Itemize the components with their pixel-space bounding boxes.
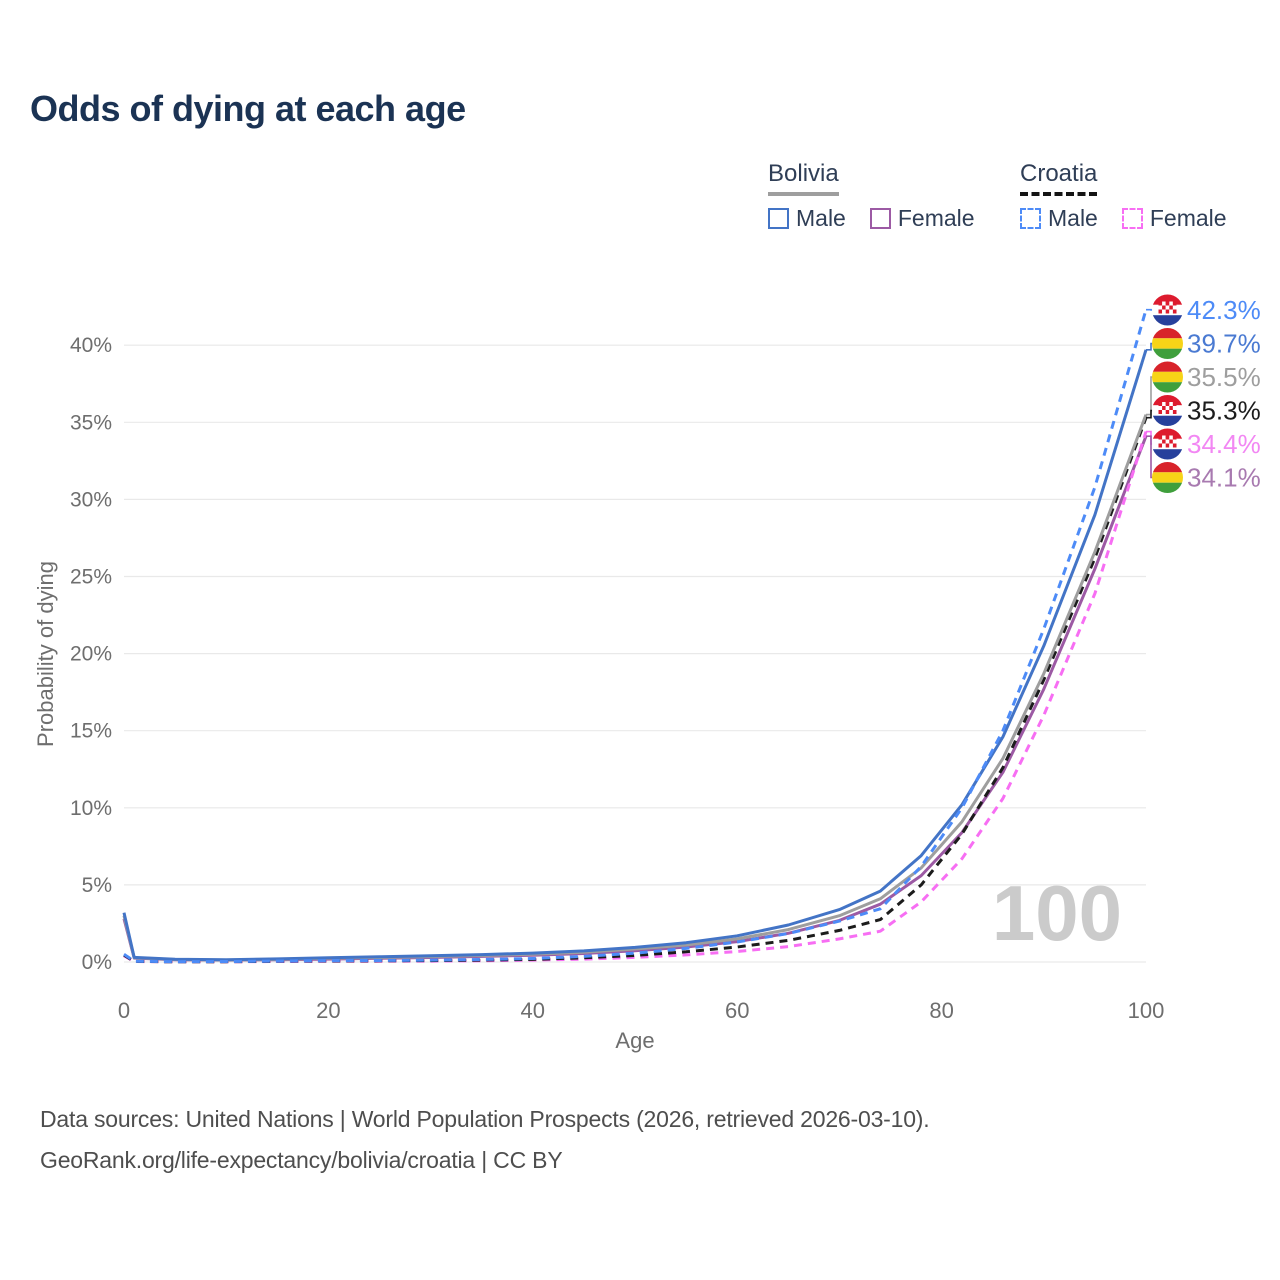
croatia-male-swatch-icon [1020,208,1041,229]
end-label-value: 39.7% [1187,329,1261,359]
legend-item-croatia-female[interactable]: Female [1121,205,1227,232]
y-tick-label: 15% [70,720,112,743]
legend-group-bolivia[interactable]: Bolivia [768,160,839,196]
croatia-flag-icon [1152,428,1183,460]
x-axis-title: Age [615,1028,655,1053]
series-line-bolivia-female[interactable] [122,435,1148,962]
legend-row-croatia: Male Female [1020,205,1227,232]
end-label-value: 35.5% [1187,362,1261,392]
y-tick-label: 0% [82,951,112,974]
end-label-value: 34.1% [1187,463,1261,493]
legend-item-croatia-male[interactable]: Male [1020,205,1098,232]
y-tick-label: 40% [70,334,112,357]
y-tick-label: 35% [70,411,112,434]
croatia-female-swatch-icon [1121,208,1143,229]
legend-label: Male [1048,205,1098,231]
croatia-flag-icon [1152,294,1183,326]
bolivia-male-swatch-icon [768,208,789,229]
page-title: Odds of dying at each age [30,88,466,129]
footer-data-sources: Data sources: United Nations | World Pop… [40,1106,930,1132]
series-line-bolivia-both[interactable] [122,414,1148,962]
legend-row-bolivia: Male Female [768,205,975,232]
x-tick-label: 0 [118,998,130,1023]
y-tick-label: 10% [70,797,112,820]
y-tick-label: 30% [70,488,112,511]
y-tick-label: 5% [82,874,112,897]
legend-label: Female [1149,205,1227,231]
series-line-croatia-female[interactable] [123,431,1148,964]
bolivia-female-swatch-icon [869,208,891,229]
x-tick-label: 100 [1128,998,1165,1023]
legend-item-bolivia-male[interactable]: Male [768,205,846,232]
y-tick-label: 25% [70,566,112,589]
hover-age-watermark: 100 [991,869,1122,957]
y-tick-label: 20% [70,643,112,666]
end-label-croatia-both: 35.3% [1152,395,1261,426]
x-tick-label: 20 [316,998,340,1023]
legend-group-croatia[interactable]: Croatia [1020,160,1098,196]
end-label-croatia-male: 42.3% [1152,294,1261,326]
end-label-value: 42.3% [1187,295,1261,325]
end-label-value: 35.3% [1187,396,1261,426]
end-label-bolivia-male: 39.7% [1152,328,1261,359]
series-line-croatia-male[interactable] [123,309,1148,964]
bolivia-flag-icon [1152,462,1183,493]
x-tick-label: 40 [521,998,545,1023]
bolivia-flag-icon [1152,361,1183,393]
series-line-bolivia-male[interactable] [122,349,1148,962]
x-tick-label: 80 [929,998,953,1023]
legend-label: Female [897,205,975,231]
end-label-bolivia-both: 35.5% [1152,361,1261,393]
legend-item-bolivia-female[interactable]: Female [869,205,975,232]
end-label-value: 34.4% [1187,429,1261,459]
end-label-croatia-female: 34.4% [1152,428,1261,460]
bolivia-flag-icon [1152,328,1183,359]
footer-attribution-link[interactable]: GeoRank.org/life-expectancy/bolivia/croa… [40,1147,563,1173]
end-label-bolivia-female: 34.1% [1152,462,1261,493]
legend-label: Male [796,205,846,231]
x-tick-label: 60 [725,998,749,1023]
croatia-flag-icon [1152,395,1183,426]
